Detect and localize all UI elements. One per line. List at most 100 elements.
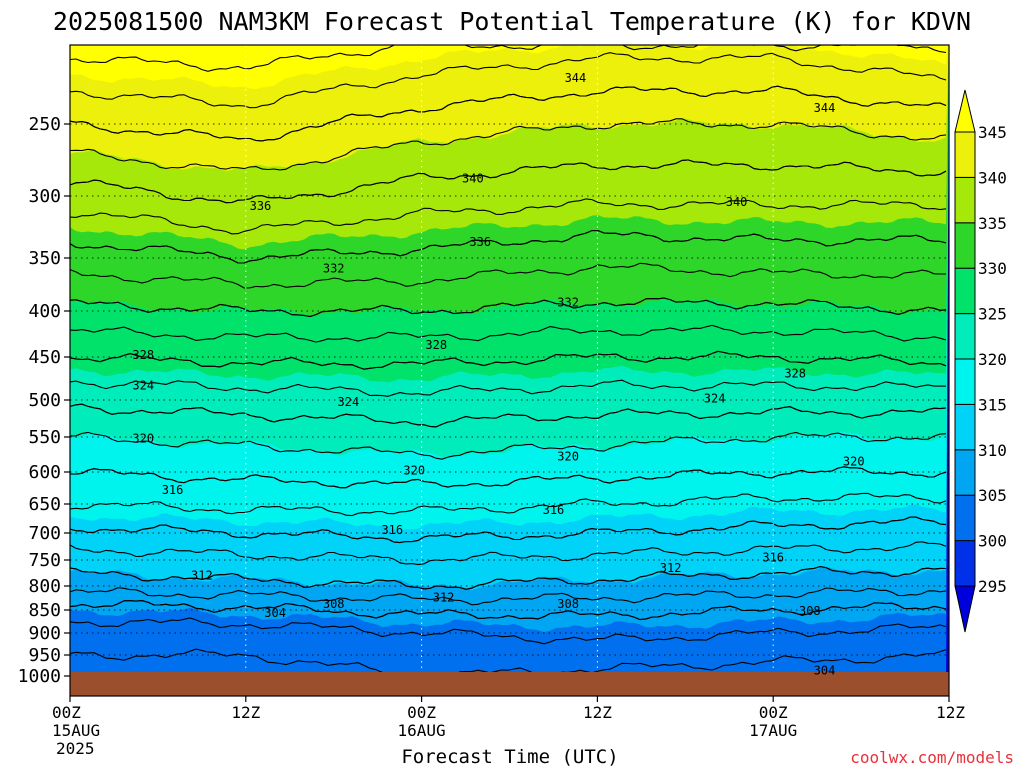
colorbar-label-310: 310 (978, 441, 1007, 460)
contour-line-332 (70, 262, 946, 289)
x-tick-label-0: 00Z (52, 703, 81, 722)
colorbar-label-325: 325 (978, 305, 1007, 324)
colorbar-segment-320-325 (954, 313, 976, 360)
colorbar-label-345: 345 (978, 123, 1007, 142)
filled-contours (70, 45, 949, 672)
colorbar-label-295: 295 (978, 577, 1007, 596)
contour-label-336-4: 336 (250, 199, 272, 213)
contour-label-316-19: 316 (381, 523, 403, 537)
y-tick-label-850: 850 (28, 600, 61, 621)
colorbar-label-315: 315 (978, 395, 1007, 414)
contour-labels: 344 344 340 340 336 336 332 332 328 328 328 324 324 3… (132, 71, 864, 678)
y-tick-label-750: 750 (28, 550, 61, 571)
y-axis: 2503003504004505005506006507007508008509… (18, 114, 70, 687)
y-tick-label-450: 450 (28, 347, 61, 368)
contour-line-326 (70, 350, 947, 370)
x-tick-label-60: 12Z (936, 703, 965, 722)
contour-line-346 (70, 45, 947, 72)
contour-label-308-26: 308 (557, 597, 579, 611)
contour-line-316 (70, 492, 947, 517)
contour-line-338 (70, 159, 947, 204)
y-tick-label-900: 900 (28, 623, 61, 644)
contour-label-304-28: 304 (264, 606, 286, 620)
colorbar-label-305: 305 (978, 486, 1007, 505)
contour-line-308 (70, 587, 947, 606)
y-tick-label-950: 950 (28, 645, 61, 666)
x-tick-label-36: 12Z (583, 703, 612, 722)
colorbar-segment-335-340 (954, 176, 976, 224)
contour-label-308-25: 308 (323, 597, 345, 611)
contour-line-328 (70, 324, 947, 343)
contour-label-332-6: 332 (323, 262, 345, 276)
contour-label-324-12: 324 (338, 395, 360, 409)
contour-line-322 (70, 403, 947, 428)
x-tick-date-24: 16AUG (398, 721, 446, 740)
contour-line-334 (70, 229, 947, 264)
contour-lines (70, 45, 947, 672)
contour-label-344-0: 344 (565, 71, 587, 85)
x-tick-year-0: 2025 (56, 739, 95, 758)
x-tick-label-24: 00Z (407, 703, 436, 722)
colorbar-label-340: 340 (978, 168, 1007, 187)
contour-line-304 (70, 617, 947, 645)
contour-label-316-20: 316 (543, 503, 565, 517)
contour-label-324-13: 324 (704, 391, 726, 405)
grid-lines (69, 45, 950, 677)
chart-title: 2025081500 NAM3KM Forecast Potential Tem… (53, 7, 971, 36)
contour-line-302 (70, 648, 947, 672)
contour-label-304-29: 304 (814, 664, 836, 678)
y-tick-label-350: 350 (28, 248, 61, 269)
contour-label-328-9: 328 (425, 338, 447, 352)
contour-line-336 (70, 198, 947, 235)
y-tick-label-600: 600 (28, 462, 61, 483)
contour-line-320 (70, 431, 947, 460)
colorbar-segment-305-310 (954, 449, 976, 496)
contour-label-328-10: 328 (784, 366, 806, 380)
contour-label-312-24: 312 (660, 561, 682, 575)
colorbar-extend-bottom (954, 585, 976, 633)
x-tick-label-12: 12Z (231, 703, 260, 722)
plot-frame (69, 44, 950, 697)
y-tick-label-400: 400 (28, 301, 61, 322)
colorbar-segment-300-305 (954, 494, 976, 542)
contour-label-308-27: 308 (799, 604, 821, 618)
y-tick-label-500: 500 (28, 390, 61, 411)
contour-label-312-23: 312 (433, 591, 455, 605)
contour-label-316-18: 316 (162, 483, 184, 497)
colorbar-label-320: 320 (978, 350, 1007, 369)
x-axis-label: Forecast Time (UTC) (401, 746, 618, 768)
colorbar-label-300: 300 (978, 532, 1007, 551)
credit-link[interactable]: coolwx.com/models (850, 748, 1014, 767)
y-tick-label-650: 650 (28, 494, 61, 515)
x-tick-date-0: 15AUG (52, 721, 100, 740)
colorbar-label-335: 335 (978, 214, 1007, 233)
y-tick-label-800: 800 (28, 576, 61, 597)
x-tick-label-48: 00Z (759, 703, 788, 722)
contour-label-316-21: 316 (762, 550, 784, 564)
colorbar-extend-top (954, 89, 976, 133)
contour-label-340-3: 340 (726, 195, 748, 209)
colorbar: 295 300 305 310 315 320 325 330 335 340 345 (954, 89, 1007, 633)
ground-bar (70, 672, 949, 696)
contour-label-328-8: 328 (132, 348, 154, 362)
contour-label-320-14: 320 (132, 431, 154, 445)
colorbar-segment-330-335 (954, 222, 976, 269)
colorbar-segment-340-345 (954, 131, 976, 178)
contour-label-336-5: 336 (469, 235, 491, 249)
contour-line-310 (70, 566, 947, 590)
contour-line-340 (70, 118, 947, 171)
contour-line-318 (70, 466, 947, 489)
y-tick-label-250: 250 (28, 114, 61, 135)
contour-label-320-17: 320 (843, 455, 865, 469)
y-tick-label-1000: 1000 (18, 666, 61, 687)
colorbar-segment-310-315 (954, 403, 976, 451)
contour-label-320-15: 320 (403, 464, 425, 478)
colorbar-segment-295-300 (954, 540, 976, 587)
y-tick-label-300: 300 (28, 186, 61, 207)
contour-label-324-11: 324 (132, 378, 154, 392)
contour-label-320-16: 320 (557, 450, 579, 464)
contour-line-342 (70, 85, 947, 142)
y-tick-label-550: 550 (28, 427, 61, 448)
